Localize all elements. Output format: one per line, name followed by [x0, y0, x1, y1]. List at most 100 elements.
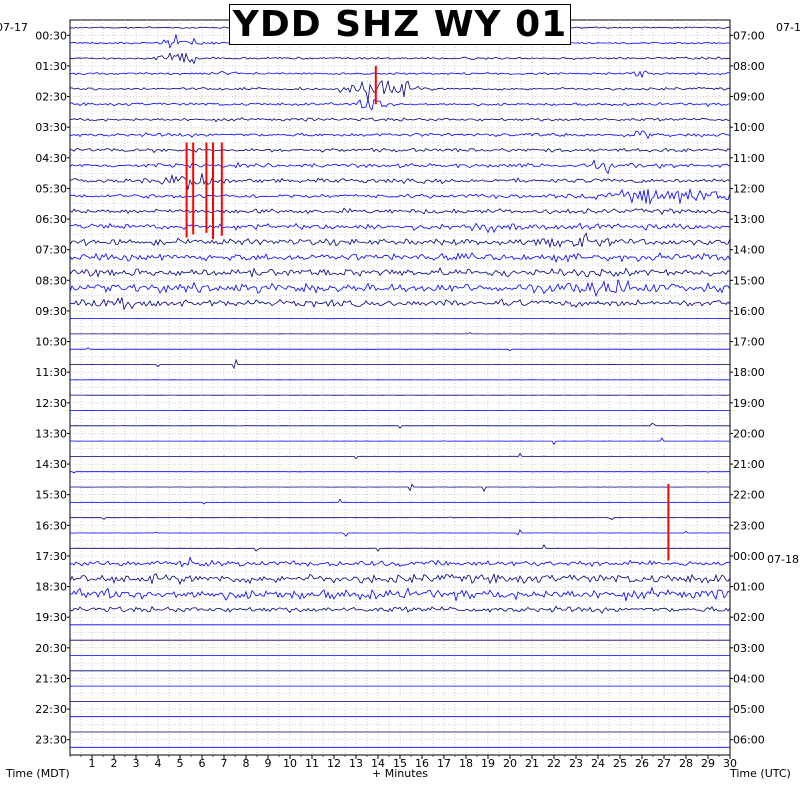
- right-axis-label: Time (UTC): [729, 767, 791, 780]
- left-hour-label: 03:30: [35, 121, 67, 134]
- x-tick-label: 20: [503, 757, 517, 770]
- right-hour-label: 00:00: [733, 550, 765, 563]
- right-date-mid-label: 07-18: [767, 553, 799, 566]
- right-hour-label: 22:00: [733, 489, 765, 502]
- right-hour-label: 17:00: [733, 336, 765, 349]
- right-hour-label: 23:00: [733, 519, 765, 532]
- left-hour-label: 19:30: [35, 611, 67, 624]
- seismogram-traces: [69, 26, 731, 748]
- left-hour-label: 05:30: [35, 182, 67, 195]
- x-tick-label: 6: [199, 757, 206, 770]
- trace-row: [70, 483, 730, 493]
- left-hour-label: 22:30: [35, 703, 67, 716]
- trace-row: [69, 437, 730, 445]
- trace-row: [70, 423, 730, 429]
- x-tick-label: 4: [155, 757, 162, 770]
- left-hour-label: 20:30: [35, 642, 67, 655]
- trace-row: [69, 266, 731, 279]
- left-hour-label: 06:30: [35, 213, 67, 226]
- trace-row: [69, 188, 731, 206]
- left-hour-label: 01:30: [35, 60, 67, 73]
- left-hour-label: 02:30: [35, 91, 67, 104]
- trace-row: [69, 80, 731, 102]
- x-tick-label: 23: [569, 757, 583, 770]
- x-axis-label: + Minutes: [372, 767, 428, 780]
- x-tick-label: 12: [327, 757, 341, 770]
- trace-row: [69, 99, 730, 111]
- right-hour-label: 13:00: [733, 213, 765, 226]
- x-tick-label: 14: [371, 757, 385, 770]
- x-tick-label: 16: [415, 757, 429, 770]
- event-markers: [185, 65, 670, 561]
- trace-row: [69, 556, 731, 568]
- x-tick-label: 25: [613, 757, 627, 770]
- x-tick-label: 17: [437, 757, 451, 770]
- x-tick-label: 22: [547, 757, 561, 770]
- x-tick-label: 18: [459, 757, 473, 770]
- trace-row: [69, 572, 731, 586]
- left-hour-label: 18:30: [35, 581, 67, 594]
- left-hour-label: 16:30: [35, 519, 67, 532]
- x-tick-label: 10: [283, 757, 297, 770]
- left-hour-label: 12:30: [35, 397, 67, 410]
- x-tick-label: 19: [481, 757, 495, 770]
- right-hour-label: 04:00: [733, 672, 765, 685]
- left-hour-label: 11:30: [35, 366, 67, 379]
- left-hour-label: 21:30: [35, 672, 67, 685]
- left-hour-label: 08:30: [35, 274, 67, 287]
- x-tick-label: 21: [525, 757, 539, 770]
- chart-title: YDD SHZ WY 01: [229, 4, 571, 45]
- right-hour-label: 06:00: [733, 734, 765, 747]
- left-hour-label: 17:30: [35, 550, 67, 563]
- right-hour-label: 20:00: [733, 427, 765, 440]
- x-axis-ticks: 1 2 3 4 5 6 7 8 9 10 11 12 13 14 15 16 17 18 19 20 21 22 23 24 2…: [69, 755, 737, 770]
- x-tick-label: 28: [679, 757, 693, 770]
- right-hour-label: 15:00: [733, 274, 765, 287]
- trace-row: [69, 52, 731, 65]
- right-hour-label: 18:00: [733, 366, 765, 379]
- left-hour-label: 14:30: [35, 458, 67, 471]
- right-hour-label: 12:00: [733, 182, 765, 195]
- left-hour-label: 00:30: [35, 29, 67, 42]
- trace-row: [70, 452, 730, 460]
- x-tick-label: 27: [657, 757, 671, 770]
- right-hour-label: 21:00: [733, 458, 765, 471]
- x-tick-label: 11: [305, 757, 319, 770]
- left-hour-label: 10:30: [35, 336, 67, 349]
- trace-row: [69, 586, 731, 601]
- trace-row: [69, 516, 731, 521]
- trace-row: [70, 544, 730, 552]
- x-tick-label: 3: [133, 757, 140, 770]
- x-tick-label: 7: [221, 757, 228, 770]
- left-time-labels: 00:30 01:30 02:30 03:30 04:30 05:30 06:30 07:30…: [35, 29, 70, 747]
- right-hour-label: 08:00: [733, 60, 765, 73]
- right-hour-label: 03:00: [733, 642, 765, 655]
- left-hour-label: 23:30: [35, 734, 67, 747]
- trace-row: [69, 207, 731, 215]
- right-hour-label: 14:00: [733, 244, 765, 257]
- x-tick-label: 2: [111, 757, 118, 770]
- right-hour-label: 16:00: [733, 305, 765, 318]
- right-hour-label: 11:00: [733, 152, 765, 165]
- right-hour-label: 05:00: [733, 703, 765, 716]
- right-hour-label: 02:00: [733, 611, 765, 624]
- x-tick-label: 5: [177, 757, 184, 770]
- x-tick-label: 30: [723, 757, 737, 770]
- x-tick-label: 9: [265, 757, 272, 770]
- x-tick-label: 13: [349, 757, 363, 770]
- trace-row: [69, 173, 731, 190]
- trace-row: [69, 297, 731, 311]
- x-tick-label: 15: [393, 757, 407, 770]
- trace-row: [70, 332, 730, 335]
- x-tick-label: 1: [89, 757, 96, 770]
- trace-row: [69, 251, 731, 264]
- trace-row: [70, 498, 731, 505]
- left-hour-label: 04:30: [35, 152, 67, 165]
- right-hour-label: 09:00: [733, 91, 765, 104]
- trace-row: [69, 232, 731, 249]
- x-tick-label: 29: [701, 757, 715, 770]
- trace-row: [70, 529, 730, 537]
- left-date-label: 07-17: [0, 21, 28, 34]
- x-tick-label: 8: [243, 757, 250, 770]
- left-hour-label: 15:30: [35, 489, 67, 502]
